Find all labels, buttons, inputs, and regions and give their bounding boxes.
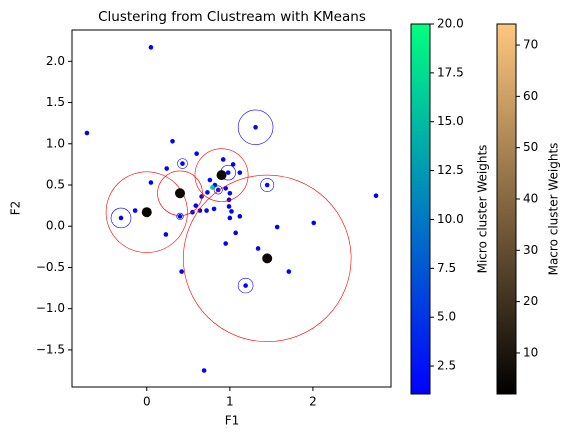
colorbar-tick-label: 60 xyxy=(523,89,538,103)
cluster-ring xyxy=(110,207,132,229)
cluster-center xyxy=(230,162,236,167)
chart-title: Clustering from Clustream with KMeans xyxy=(98,9,366,25)
cluster-center xyxy=(215,187,221,193)
cluster-center xyxy=(226,204,232,209)
cluster-center xyxy=(194,151,199,156)
cluster-center xyxy=(237,170,243,175)
cluster-ring xyxy=(213,185,223,195)
y-tick-label: 1.0 xyxy=(46,136,65,150)
cluster-center xyxy=(141,207,152,218)
cluster-center xyxy=(311,220,317,226)
cluster-center xyxy=(233,230,238,236)
cluster-center xyxy=(216,170,227,181)
cluster-center xyxy=(164,166,170,171)
colorbar xyxy=(410,23,431,395)
colorbar-tick-label: 15.0 xyxy=(437,114,464,128)
cluster-center xyxy=(170,139,175,144)
x-tick-label: 0 xyxy=(143,395,151,409)
colorbar-tick-label: 70 xyxy=(523,38,538,52)
colorbar-tick-label: 20 xyxy=(523,294,538,308)
cluster-ring xyxy=(177,158,188,169)
cluster-center xyxy=(229,209,234,214)
y-tick-label: 1.5 xyxy=(46,95,65,109)
cluster-center xyxy=(179,269,184,274)
cluster-center xyxy=(286,269,292,274)
cluster-center xyxy=(223,186,228,191)
plot-area xyxy=(84,45,379,373)
cluster-center xyxy=(84,130,90,136)
y-tick-label: 2.0 xyxy=(46,54,65,68)
colorbar-tick-label: 5.0 xyxy=(437,310,456,324)
x-axis-label: F1 xyxy=(225,414,240,428)
cluster-center xyxy=(274,224,280,230)
colorbar-tick-label: 30 xyxy=(523,243,538,257)
colorbar-tick-label: 2.5 xyxy=(437,359,456,373)
cluster-center xyxy=(373,193,379,199)
cluster-center xyxy=(225,170,231,175)
cluster-center xyxy=(204,208,209,213)
cluster-ring xyxy=(194,148,249,202)
cluster-center xyxy=(262,253,273,264)
cluster-center xyxy=(193,203,199,208)
y-tick-label: −1.5 xyxy=(36,342,65,356)
y-axis-label: F2 xyxy=(9,201,23,216)
cluster-ring xyxy=(237,277,254,294)
cluster-ring xyxy=(176,212,184,220)
x-tick-label: 2 xyxy=(309,395,317,409)
cluster-center xyxy=(211,206,217,212)
colorbar-label: Micro cluster Weights xyxy=(476,145,490,274)
colorbar-tick-label: 7.5 xyxy=(437,261,456,275)
colorbar-tick-label: 20.0 xyxy=(437,17,464,31)
colorbar-tick-label: 40 xyxy=(523,191,538,205)
y-tick-label: 0.5 xyxy=(46,178,65,192)
cluster-center xyxy=(197,208,203,213)
cluster-center xyxy=(180,161,185,166)
colorbar-tick-label: 12.5 xyxy=(437,163,464,177)
cluster-ring xyxy=(183,174,352,342)
cluster-center xyxy=(227,190,233,196)
cluster-ring xyxy=(105,171,188,253)
cluster-center xyxy=(163,232,169,237)
cluster-center xyxy=(177,214,183,219)
colorbar-tick-label: 10.0 xyxy=(437,212,464,226)
cluster-center xyxy=(264,182,270,188)
cluster-center xyxy=(207,177,213,183)
cluster-ring xyxy=(260,178,275,192)
cluster-center xyxy=(210,185,215,190)
cluster-center xyxy=(201,368,207,373)
x-tick-label: 1 xyxy=(226,395,234,409)
y-tick-label: −1.0 xyxy=(36,301,65,315)
cluster-center xyxy=(243,283,248,288)
colorbar xyxy=(496,23,517,395)
cluster-center xyxy=(227,215,233,221)
cluster-center xyxy=(148,45,154,50)
colorbar-tick-label: 17.5 xyxy=(437,65,464,79)
cluster-center xyxy=(223,241,228,246)
cluster-ring xyxy=(237,109,274,145)
colorbar-tick-label: 10 xyxy=(523,345,538,359)
cluster-center xyxy=(220,157,226,162)
cluster-center xyxy=(253,124,258,130)
cluster-center xyxy=(199,194,204,199)
cluster-center xyxy=(148,180,154,185)
colorbar-label: Macro cluster Weights xyxy=(547,143,561,276)
plot-frame xyxy=(71,29,392,388)
cluster-center xyxy=(174,188,185,199)
cluster-center xyxy=(132,208,138,213)
cluster-center xyxy=(118,215,124,221)
cluster-center xyxy=(237,214,243,219)
cluster-center xyxy=(255,246,261,251)
y-tick-label: −0.5 xyxy=(36,260,65,274)
y-tick-label: 0.0 xyxy=(46,219,65,233)
cluster-center xyxy=(205,190,210,195)
colorbar-tick-label: 50 xyxy=(523,140,538,154)
